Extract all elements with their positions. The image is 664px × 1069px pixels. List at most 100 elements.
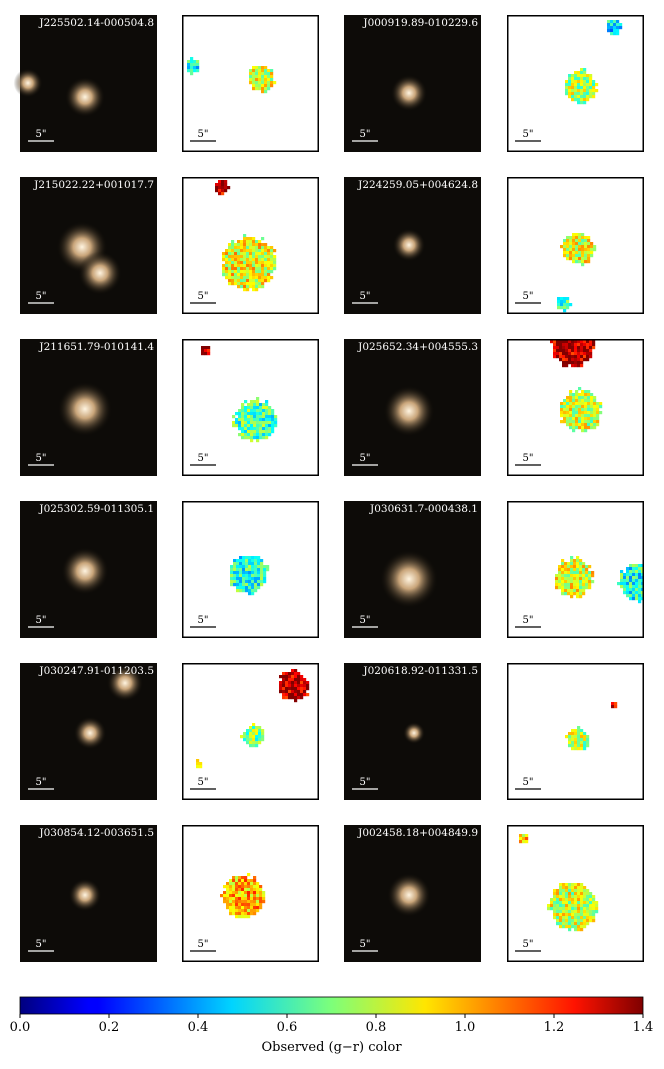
map-pixel	[550, 907, 554, 911]
map-pixel	[587, 251, 591, 255]
map-pixel	[574, 886, 578, 890]
map-pixels	[557, 233, 597, 313]
map-pixel	[252, 264, 256, 268]
map-pixel	[582, 568, 586, 572]
map-pixel	[221, 183, 225, 187]
map-pixel	[583, 904, 587, 908]
map-pixel	[586, 738, 590, 742]
map-pixel	[590, 414, 594, 418]
map-pixel	[244, 906, 248, 910]
map-pixel	[561, 559, 565, 563]
map-pixel	[589, 913, 593, 917]
map-pixel	[230, 568, 234, 572]
map-pixel	[610, 26, 614, 30]
map-pixel	[556, 895, 560, 899]
color-map-panel: 5"	[507, 15, 644, 152]
map-pixel	[245, 577, 249, 581]
map-pixel	[577, 928, 581, 932]
map-pixel	[638, 573, 642, 577]
map-pixel	[229, 897, 233, 901]
map-pixel	[573, 589, 577, 593]
map-pixel	[626, 588, 630, 592]
map-pixel	[241, 418, 245, 422]
map-pixel	[566, 245, 570, 249]
map-pixel	[243, 273, 247, 277]
map-pixel	[574, 95, 578, 99]
map-pixel	[574, 895, 578, 899]
map-pixel	[242, 556, 246, 560]
map-pixel	[265, 436, 269, 440]
map-pixel	[266, 565, 270, 569]
map-pixel	[638, 591, 642, 595]
map-pixel	[580, 86, 584, 90]
map-pixel	[595, 910, 599, 914]
map-pixel	[574, 922, 578, 926]
map-pixel	[577, 358, 581, 362]
map-pixel	[234, 252, 238, 256]
scale-label: 5"	[360, 777, 371, 788]
map-pixel	[626, 573, 630, 577]
map-pixel	[616, 32, 620, 36]
map-pixel	[589, 346, 593, 350]
map-pixel	[300, 684, 304, 688]
map-pixel	[270, 270, 274, 274]
map-pixel	[264, 84, 268, 88]
map-pixel	[573, 577, 577, 581]
map-pixel	[567, 571, 571, 575]
map-pixel	[567, 562, 571, 566]
map-pixel	[553, 334, 556, 337]
map-pixel	[247, 885, 251, 889]
map-pixel	[582, 592, 586, 596]
map-pixel	[255, 279, 259, 283]
scale-label: 5"	[360, 129, 371, 140]
map-pixel	[256, 418, 260, 422]
galaxy-glow	[391, 75, 427, 111]
map-pixel	[221, 180, 225, 184]
map-pixel	[250, 436, 254, 440]
map-pixel	[592, 343, 596, 347]
map-pixel	[568, 922, 572, 926]
map-pixel	[232, 900, 236, 904]
map-pixel	[204, 349, 208, 353]
map-pixel	[562, 925, 566, 929]
map-pixel	[629, 576, 633, 580]
map-pixel	[586, 735, 590, 739]
map-pixel	[234, 282, 238, 286]
map-pixel	[616, 23, 620, 27]
map-pixel	[574, 74, 578, 78]
map-pixel	[253, 900, 257, 904]
map-pixel	[252, 726, 256, 730]
map-pixel	[235, 885, 239, 889]
map-pixel	[250, 894, 254, 898]
map-pixel	[252, 276, 256, 280]
map-pixel	[257, 583, 261, 587]
map-pixel	[225, 267, 229, 271]
scale-label: 5"	[523, 615, 534, 626]
map-pixel	[656, 579, 659, 582]
map-pixel	[571, 916, 575, 920]
map-pixel	[249, 726, 253, 730]
map-pixel	[237, 270, 241, 274]
map-pixel	[580, 741, 584, 745]
map-pixel	[590, 251, 594, 255]
map-pixel	[241, 412, 245, 416]
map-pixel	[561, 574, 565, 578]
map-pixel	[238, 894, 242, 898]
map-pixel	[616, 26, 620, 30]
map-pixel	[282, 684, 286, 688]
map-pixel	[573, 574, 577, 578]
map-pixel	[246, 258, 250, 262]
scale-label: 5"	[198, 453, 209, 464]
map-pixel	[235, 900, 239, 904]
map-pixel	[303, 690, 307, 694]
map-pixel	[251, 559, 255, 563]
map-pixel	[229, 909, 233, 913]
map-pixel	[632, 594, 636, 598]
image-panel: J025652.34+004555.35"	[344, 339, 481, 476]
map-pixel	[252, 732, 256, 736]
map-pixel	[248, 565, 252, 569]
map-pixel	[556, 892, 560, 896]
map-pixel	[647, 588, 650, 591]
map-pixel	[580, 925, 584, 929]
map-pixel	[247, 433, 251, 437]
